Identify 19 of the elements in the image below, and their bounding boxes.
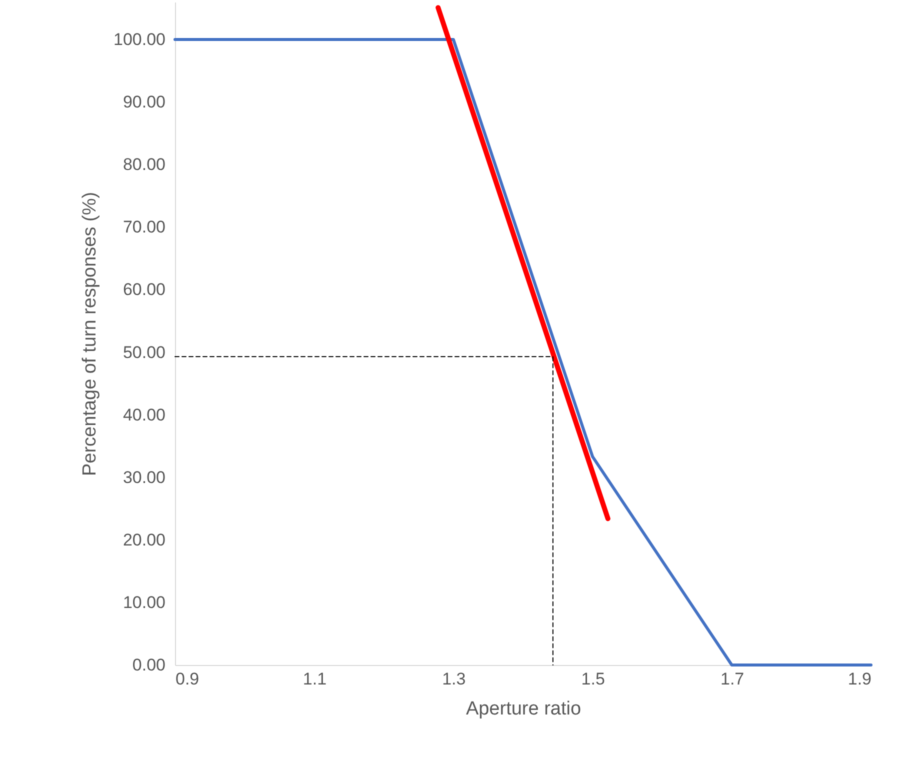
x-tick-label: 0.9 (176, 670, 200, 688)
y-tick-label: 10.00 (122, 592, 166, 612)
y-tick-label: 30.00 (122, 468, 166, 487)
x-tick-label: 1.1 (302, 670, 327, 688)
x-tick-label: 1.3 (442, 670, 466, 688)
y-tick-label: 100.00 (114, 30, 166, 50)
x-tick-label: 1.5 (581, 670, 605, 688)
x-tick-label: 1.9 (848, 670, 872, 688)
x-tick-label: 1.7 (720, 670, 744, 688)
y-tick-label: 70.00 (122, 218, 166, 237)
y-axis-title: Percentage of turn responses (%) (80, 192, 101, 476)
y-tick-label: 80.00 (122, 155, 166, 174)
y-tick-label: 60.00 (122, 280, 166, 300)
y-tick-label: 40.00 (122, 405, 166, 424)
y-tick-label: 20.00 (122, 530, 166, 550)
x-axis-title: Aperture ratio (466, 698, 582, 720)
y-tick-label: 50.00 (122, 342, 166, 362)
y-tick-label: 0.00 (132, 656, 166, 674)
y-tick-label: 90.00 (122, 92, 166, 112)
